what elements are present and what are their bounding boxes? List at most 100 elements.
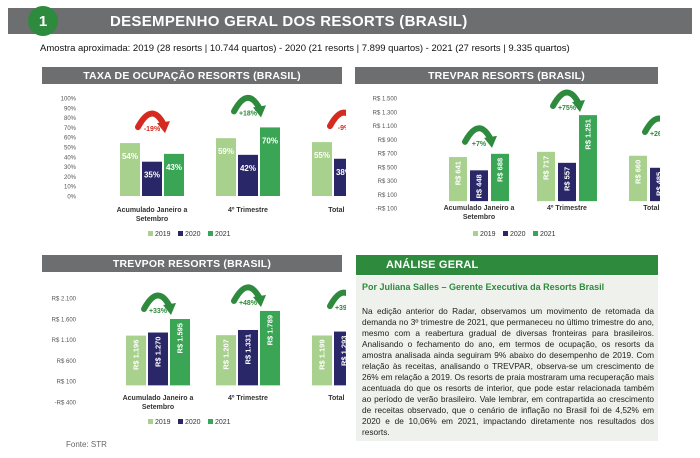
data-label: R$ 688 (496, 158, 505, 182)
page-title: DESEMPENHO GERAL DOS RESORTS (BRASIL) (110, 13, 468, 30)
category-label: 4º Trimestre (228, 207, 268, 214)
change-arrow-head (484, 135, 497, 148)
data-label: R$ 1.199 (318, 339, 327, 369)
y-tick-label: R$ 1.100 (373, 124, 398, 130)
category-label: Total Ano (328, 395, 346, 402)
change-arrow-up (642, 115, 660, 135)
y-tick-label: -R$ 100 (376, 207, 398, 213)
y-tick-label: 50% (64, 146, 77, 152)
analysis-title: ANÁLISE GERAL (356, 255, 658, 275)
legend-label: 2020 (510, 231, 526, 238)
y-tick-label: 70% (64, 126, 77, 132)
change-label: +33% (149, 308, 168, 315)
category-label: Acumulado Janeiro a Setembro (123, 395, 194, 411)
category-label: 4º Trimestre (547, 205, 587, 212)
data-label: R$ 641 (454, 161, 463, 185)
change-arrow-up (231, 94, 263, 115)
y-tick-label: R$ 300 (378, 179, 398, 185)
data-label: R$ 557 (563, 167, 572, 191)
bar-2020 (558, 162, 576, 202)
section-number-badge: 1 (28, 6, 58, 36)
legend-swatch-2020 (178, 231, 183, 236)
chart-trevpar-title: TREVPAR RESORTS (BRASIL) (355, 67, 658, 84)
bar-2020 (142, 161, 162, 196)
bar-2019 (449, 157, 467, 202)
y-tick-label: 10% (64, 185, 77, 191)
bar-2021 (164, 153, 184, 196)
data-label: R$ 1.270 (154, 337, 163, 367)
data-label: R$ 1.789 (266, 315, 275, 345)
change-arrow-up (231, 284, 263, 304)
bar-2019 (120, 143, 140, 196)
sample-subtitle: Amostra aproximada: 2019 (28 resorts | 1… (40, 43, 570, 54)
change-arrow-up (550, 89, 582, 109)
change-label: -9% (338, 125, 346, 132)
data-label: 54% (122, 152, 138, 161)
category-label: Total Ano (328, 207, 346, 214)
y-tick-label: 90% (64, 106, 77, 112)
bar-2019 (216, 138, 236, 196)
change-arrow-up (462, 125, 494, 145)
data-label: 35% (144, 171, 160, 180)
change-arrow-head (163, 303, 176, 316)
bar-2021 (491, 153, 509, 202)
analysis-author: Por Juliana Salles – Gerente Executiva d… (362, 282, 605, 292)
bar-2020 (650, 167, 660, 202)
bar-2021 (260, 310, 280, 386)
data-label: 38% (336, 168, 346, 177)
data-label: R$ 660 (634, 160, 643, 184)
bar-2019 (537, 151, 555, 202)
y-tick-label: 100% (61, 97, 77, 103)
bar-2020 (238, 329, 258, 386)
header-bar (8, 8, 692, 34)
change-arrow-head (253, 105, 266, 118)
y-tick-label: R$ 1.500 (373, 97, 398, 103)
category-label: 4º Trimestre (228, 395, 268, 402)
y-tick-label: R$ 100 (57, 380, 77, 386)
y-tick-label: 40% (64, 155, 77, 161)
y-tick-label: R$ 2.100 (52, 297, 77, 303)
change-arrow-up (141, 292, 173, 313)
legend-swatch-2019 (148, 231, 153, 236)
legend-label: 2019 (155, 419, 171, 426)
bar-2021 (579, 115, 597, 202)
legend-label: 2021 (215, 419, 231, 426)
chart-trevpar: -R$ 100 R$ 100 R$ 300 R$ 500 R$ 700 R$ 900 R$ … (373, 89, 660, 238)
bar-2021 (260, 127, 280, 196)
y-tick-label: R$ 100 (378, 193, 398, 199)
y-tick-label: 30% (64, 165, 77, 171)
bar-2020 (148, 332, 168, 386)
legend-swatch-2021 (208, 419, 213, 424)
legend-label: 2021 (540, 231, 556, 238)
y-tick-label: R$ 900 (378, 138, 398, 144)
chart-trevpor-title: TREVPOR RESORTS (BRASIL) (42, 255, 342, 272)
analysis-body: Na edição anterior do Radar, observamos … (362, 306, 654, 437)
legend-swatch-2021 (208, 231, 213, 236)
bar-2019 (312, 142, 332, 196)
y-tick-label: R$ 1.100 (52, 338, 77, 344)
bar-2020 (334, 331, 346, 386)
y-tick-label: 60% (64, 136, 77, 142)
legend-swatch-2019 (148, 419, 153, 424)
data-label: R$ 1.196 (132, 340, 141, 370)
legend-label: 2021 (215, 231, 231, 238)
data-label: R$ 485 (655, 172, 660, 196)
category-label: Acumulado Janeiro a Setembro (444, 205, 515, 221)
change-arrow-up (327, 289, 346, 310)
analysis-box (356, 276, 658, 441)
y-tick-label: R$ 1.300 (373, 110, 398, 116)
change-label: +7% (472, 141, 487, 148)
category-label: Total Ano (643, 205, 660, 212)
legend-swatch-2021 (533, 231, 538, 236)
category-label: Acumulado Janeiro a Setembro (117, 207, 188, 223)
change-label: +39% (335, 305, 346, 312)
y-tick-label: 0% (67, 195, 76, 201)
legend-swatch-2020 (503, 231, 508, 236)
chart-ocupacao-title: TAXA DE OCUPAÇÃO RESORTS (BRASIL) (42, 67, 342, 84)
data-label: R$ 1.595 (176, 323, 185, 353)
y-tick-label: R$ 700 (378, 152, 398, 158)
change-arrow-down (327, 109, 346, 130)
data-label: R$ 1.331 (244, 334, 253, 364)
data-label: 55% (314, 151, 330, 160)
data-label: R$ 448 (475, 174, 484, 198)
